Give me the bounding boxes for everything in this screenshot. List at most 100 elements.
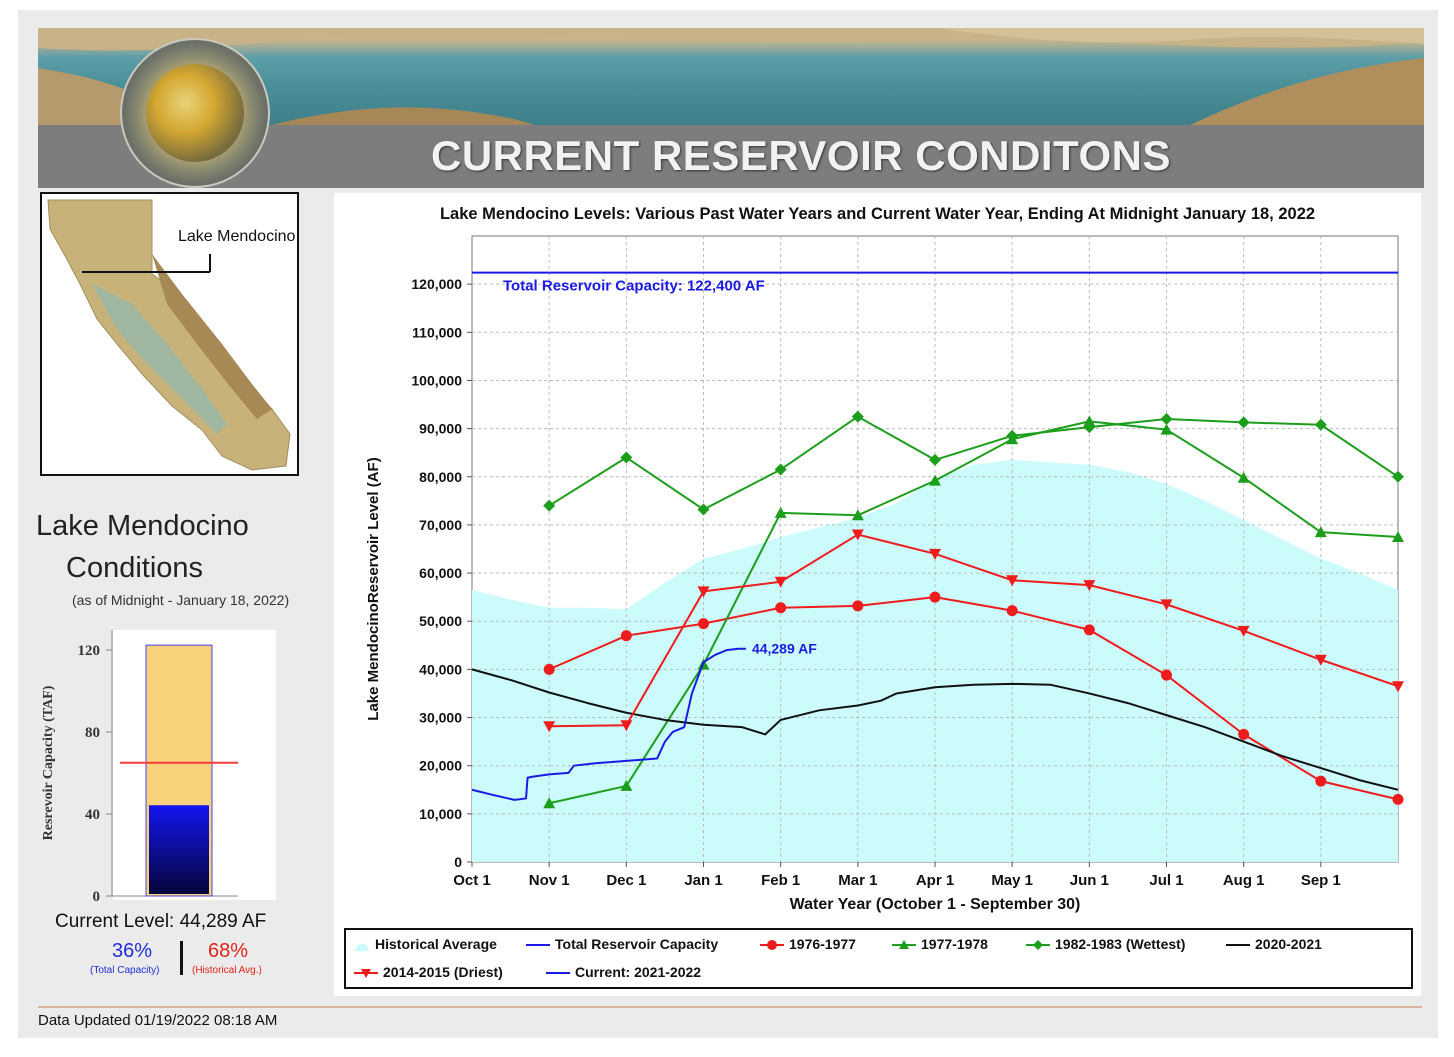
point-1977-1978 bbox=[1314, 526, 1327, 538]
point-2014-2015-driest bbox=[851, 529, 864, 541]
california-relief-image bbox=[42, 194, 297, 474]
point-1977-1978 bbox=[851, 509, 864, 521]
header-banner: CURRENT RESERVOIR CONDITONS bbox=[38, 28, 1424, 188]
dwr-seal-logo bbox=[120, 38, 270, 188]
point-2014-2015-driest bbox=[1237, 625, 1250, 637]
point-2014-2015-driest bbox=[543, 721, 556, 733]
point-1977-1978 bbox=[1160, 423, 1173, 435]
levels-chart: 0 10,000 20,000 30,000 40,000 50,000 60,000 70,… bbox=[365, 235, 1404, 913]
point-1976-1977 bbox=[1161, 669, 1172, 681]
y-tick-label: 80,000 bbox=[419, 469, 462, 485]
capacity-gauge: Resrevoir Capacity (TAF) 0 40 80 120 bbox=[41, 630, 276, 905]
legend-1977-1978: 1977-1978 bbox=[892, 936, 988, 952]
pct-total-capacity: 36% bbox=[112, 940, 153, 962]
series-line-current-2021-2022 bbox=[471, 647, 746, 801]
current-level-text: Current Level: 44,289 AF bbox=[55, 911, 267, 932]
conditions-subtitle: (as of Midnight - January 18, 2022) bbox=[72, 592, 290, 608]
point-1977-1978 bbox=[1237, 471, 1250, 483]
point-1982-1983-wettest bbox=[1083, 421, 1096, 434]
point-1982-1983-wettest bbox=[1314, 418, 1327, 431]
point-1982-1983-wettest bbox=[1237, 416, 1250, 429]
point-1977-1978 bbox=[620, 779, 633, 791]
y-tick-label: 60,000 bbox=[419, 565, 462, 581]
legend-label: 1976-1977 bbox=[789, 936, 856, 952]
x-tick-label: Oct 1 bbox=[453, 872, 491, 889]
chart-title: Lake Mendocino Levels: Various Past Wate… bbox=[439, 205, 1316, 223]
gauge-current-level-bar bbox=[149, 805, 209, 894]
legend-label: 1977-1978 bbox=[921, 936, 988, 952]
point-1977-1978 bbox=[543, 797, 556, 809]
point-2014-2015-driest bbox=[929, 548, 941, 560]
x-tick-label: Sep 1 bbox=[1301, 872, 1341, 889]
gauge-tick-label: 0 bbox=[93, 889, 101, 905]
point-1976-1977 bbox=[1083, 624, 1095, 636]
total-capacity-label: Total Reservoir Capacity: 122,400 AF bbox=[503, 278, 765, 295]
legend-label: 2020-2021 bbox=[1255, 936, 1322, 952]
x-tick-label: Aug 1 bbox=[1223, 872, 1265, 889]
legend-2020-2021: 2020-2021 bbox=[1226, 936, 1322, 952]
legend-label: 2014-2015 (Driest) bbox=[383, 964, 503, 980]
series-line-2020-2021 bbox=[471, 668, 1399, 791]
series-line-1976-1977 bbox=[548, 596, 1399, 801]
y-tick-label: 50,000 bbox=[419, 613, 462, 629]
point-1977-1978 bbox=[774, 506, 787, 518]
legend-historical-average: Historical Average bbox=[354, 936, 497, 952]
point-1976-1977 bbox=[929, 591, 941, 603]
data-updated-text: Data Updated 01/19/2022 08:18 AM bbox=[38, 1012, 278, 1029]
point-2014-2015-driest bbox=[697, 586, 710, 598]
series-line-2014-2015-driest bbox=[549, 533, 1399, 728]
x-tick-label: May 1 bbox=[991, 872, 1033, 889]
point-2014-2015-driest bbox=[620, 720, 633, 732]
point-2014-2015-driest bbox=[774, 576, 787, 588]
series-line-1982-1983-wettest bbox=[548, 415, 1399, 511]
point-1976-1977 bbox=[1006, 605, 1018, 617]
point-1982-1983-wettest bbox=[697, 503, 710, 516]
y-tick-label: 10,000 bbox=[419, 806, 462, 822]
series-line-1977-1978 bbox=[548, 420, 1399, 805]
point-1976-1977 bbox=[620, 630, 632, 642]
x-tick-label: Nov 1 bbox=[529, 872, 570, 889]
page-title: CURRENT RESERVOIR CONDITONS bbox=[430, 132, 1172, 179]
point-2014-2015-driest bbox=[1314, 654, 1327, 666]
x-tick-label: Feb 1 bbox=[761, 872, 800, 889]
point-1976-1977 bbox=[1392, 793, 1404, 805]
y-tick-label: 20,000 bbox=[419, 758, 462, 774]
legend-1976-1977: 1976-1977 bbox=[760, 936, 856, 952]
legend-label: Total Reservoir Capacity bbox=[555, 936, 719, 952]
x-axis-label: Water Year (October 1 - September 30) bbox=[790, 896, 1081, 913]
gauge-tick-label: 40 bbox=[85, 807, 100, 823]
point-1976-1977 bbox=[1238, 728, 1250, 740]
point-1976-1977 bbox=[1315, 775, 1327, 787]
gauge-y-label: Resrevoir Capacity (TAF) bbox=[41, 685, 56, 840]
chart-panel: Lake Mendocino Levels: Various Past Wate… bbox=[334, 193, 1421, 996]
x-tick-label: Jan 1 bbox=[684, 872, 722, 889]
point-1982-1983-wettest bbox=[1392, 470, 1404, 483]
point-1982-1983-wettest bbox=[851, 410, 864, 423]
point-1976-1977 bbox=[543, 663, 555, 675]
legend-label: 1982-1983 (Wettest) bbox=[1055, 936, 1186, 952]
x-tick-label: Mar 1 bbox=[838, 872, 877, 889]
legend-label: Current: 2021-2022 bbox=[575, 964, 702, 980]
legend-label: Historical Average bbox=[375, 936, 497, 952]
pct-total-capacity-label: (Total Capacity) bbox=[90, 965, 160, 976]
point-1977-1978 bbox=[1083, 415, 1096, 427]
title-bar bbox=[38, 125, 1424, 188]
california-map: Lake Mendocino bbox=[40, 192, 299, 476]
legend-current: Current: 2021-2022 bbox=[546, 964, 701, 980]
point-1982-1983-wettest bbox=[929, 453, 941, 466]
y-tick-label: 70,000 bbox=[419, 517, 462, 533]
conditions-title-line2: Conditions bbox=[66, 552, 204, 584]
point-1982-1983-wettest bbox=[1160, 412, 1173, 425]
gauge-tick-label: 120 bbox=[78, 643, 101, 659]
gauge-tick-label: 80 bbox=[85, 725, 100, 741]
pct-divider bbox=[180, 941, 183, 975]
point-1976-1977 bbox=[698, 618, 709, 630]
legend-2014-2015: 2014-2015 (Driest) bbox=[354, 964, 503, 980]
lake-hills bbox=[38, 28, 1424, 126]
x-tick-label: Dec 1 bbox=[606, 872, 646, 889]
y-tick-label: 90,000 bbox=[419, 421, 462, 437]
legend-1982-1983: 1982-1983 (Wettest) bbox=[1026, 936, 1185, 952]
y-tick-label: 0 bbox=[454, 854, 462, 870]
y-tick-label: 120,000 bbox=[411, 276, 462, 292]
x-tick-label: Jul 1 bbox=[1149, 872, 1183, 889]
